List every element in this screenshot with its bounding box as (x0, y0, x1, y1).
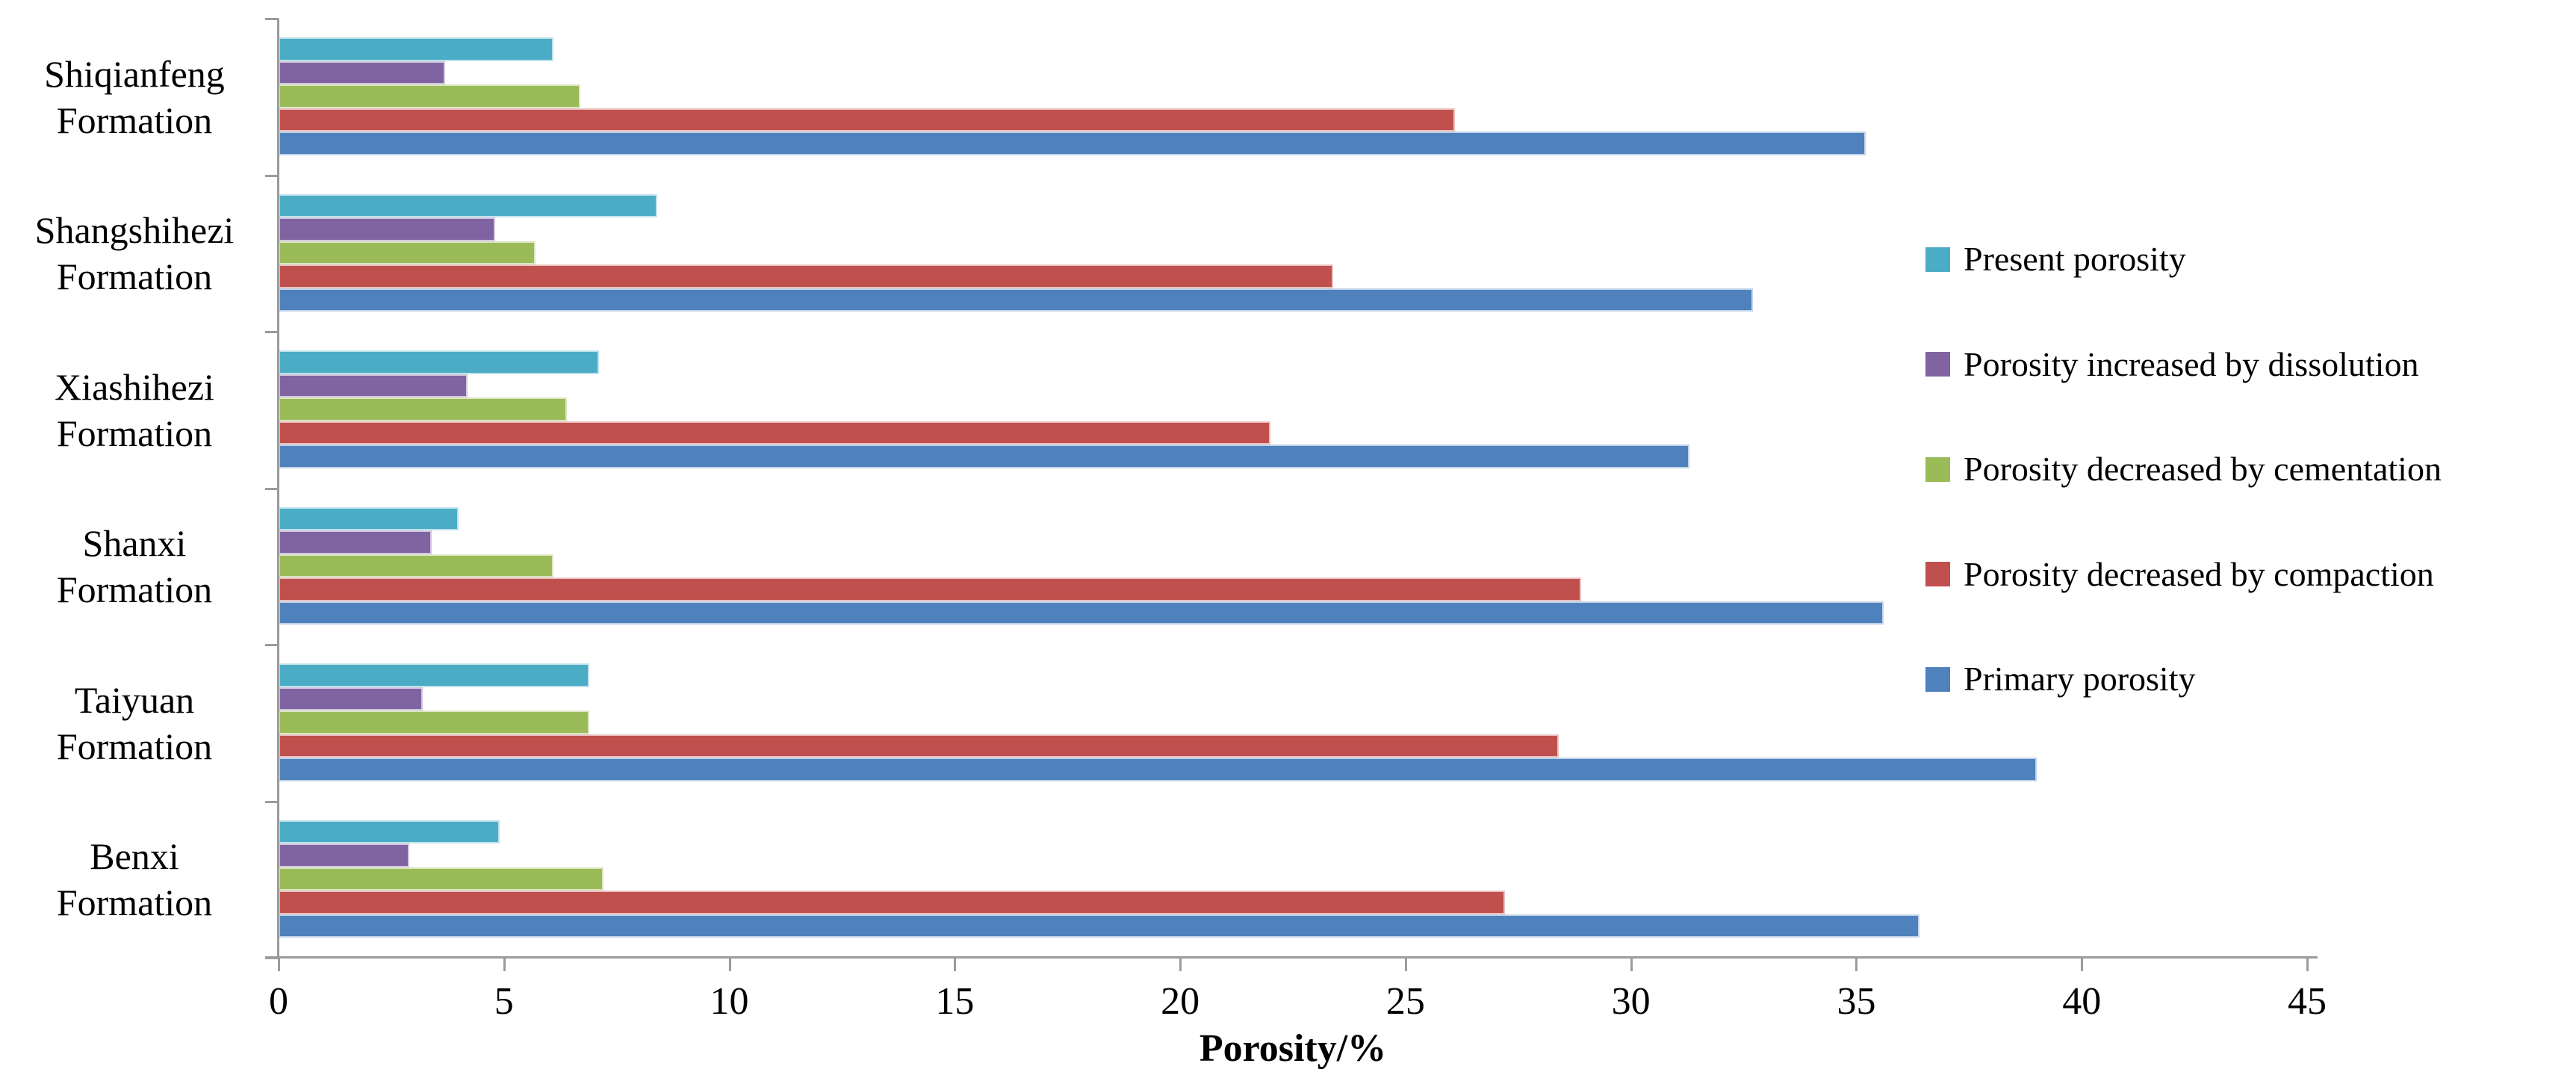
bar (279, 843, 410, 867)
category-label: Shiqianfeng Formation (44, 52, 225, 141)
legend-marker (1925, 352, 1950, 377)
y-axis-tick (265, 174, 279, 177)
legend-marker (1925, 666, 1950, 692)
y-axis-tick (265, 800, 279, 803)
bar (279, 530, 432, 554)
legend-marker (1925, 562, 1950, 586)
bar (279, 734, 1559, 758)
x-axis-tick (1404, 958, 1407, 971)
legend-item: Porosity decreased by cementation (1925, 447, 2442, 492)
legend-label: Porosity increased by dissolution (1964, 344, 2419, 383)
bar (279, 288, 1753, 312)
x-axis-tick-label: 45 (2288, 980, 2327, 1023)
x-axis-tick-label: 10 (710, 980, 749, 1023)
x-axis-tick (728, 958, 731, 971)
bar (279, 867, 603, 891)
x-axis-tick (1179, 958, 1182, 971)
bar (279, 554, 554, 578)
legend-item: Porosity decreased by compaction (1925, 552, 2434, 597)
bar (279, 193, 657, 218)
bar (279, 710, 590, 734)
x-axis-tick (2306, 958, 2309, 971)
x-axis-tick (278, 958, 280, 971)
x-axis-tick-label: 20 (1161, 980, 1200, 1023)
bar (279, 601, 1884, 625)
x-axis-tick-label: 40 (2062, 980, 2102, 1023)
bar (279, 264, 1334, 288)
y-axis-tick (265, 487, 279, 490)
x-axis-tick-label: 5 (494, 980, 514, 1023)
category-label: Shangshihezi Formation (34, 209, 235, 298)
x-axis-tick (954, 958, 957, 971)
category-label: Xiashihezi Formation (55, 365, 214, 454)
x-axis-tick-label: 30 (1611, 980, 1651, 1023)
bar (279, 61, 446, 85)
x-axis-tick-label: 15 (935, 980, 975, 1023)
bar (279, 84, 581, 108)
bar (279, 374, 468, 398)
bar (279, 217, 495, 241)
x-axis-tick (1855, 958, 1858, 971)
legend-marker (1925, 247, 1950, 272)
x-axis-tick (503, 958, 506, 971)
bar (279, 241, 536, 265)
bar (279, 37, 554, 61)
legend-label: Porosity decreased by cementation (1964, 450, 2442, 488)
y-axis-tick (265, 644, 279, 646)
legend-item: Present porosity (1925, 237, 2186, 282)
bar (279, 108, 1456, 132)
bar (279, 577, 1582, 601)
legend-label: Primary porosity (1964, 660, 2196, 698)
category-label: Taiyuan Formation (56, 678, 213, 767)
bar (279, 131, 1866, 155)
y-axis-line (277, 19, 279, 958)
x-axis-tick (1630, 958, 1633, 971)
x-axis-line (265, 956, 2318, 958)
legend-item: Primary porosity (1925, 657, 2195, 701)
bar (279, 820, 500, 844)
y-axis-tick (265, 331, 279, 333)
bar (279, 914, 1919, 938)
legend-label: Porosity decreased by compaction (1964, 554, 2434, 593)
bar (279, 350, 599, 374)
bar (279, 507, 459, 531)
bar (279, 421, 1270, 445)
category-label: Shanxi Formation (56, 522, 213, 611)
x-axis-tick-label: 35 (1837, 980, 1876, 1023)
bar (279, 397, 568, 421)
x-axis-tick-label: 25 (1385, 980, 1425, 1023)
bar (279, 687, 423, 711)
x-axis-title: Porosity/% (1199, 1027, 1387, 1070)
y-axis-tick (265, 18, 279, 20)
category-label: Benxi Formation (56, 835, 213, 924)
legend-marker (1925, 456, 1950, 482)
bar (279, 663, 590, 687)
bar (279, 445, 1690, 468)
legend-item: Porosity increased by dissolution (1925, 342, 2418, 387)
bar (279, 891, 1505, 914)
bar (279, 758, 2037, 781)
legend-label: Present porosity (1964, 240, 2186, 278)
x-axis-tick-label: 0 (269, 980, 288, 1023)
x-axis-tick (2081, 958, 2084, 971)
